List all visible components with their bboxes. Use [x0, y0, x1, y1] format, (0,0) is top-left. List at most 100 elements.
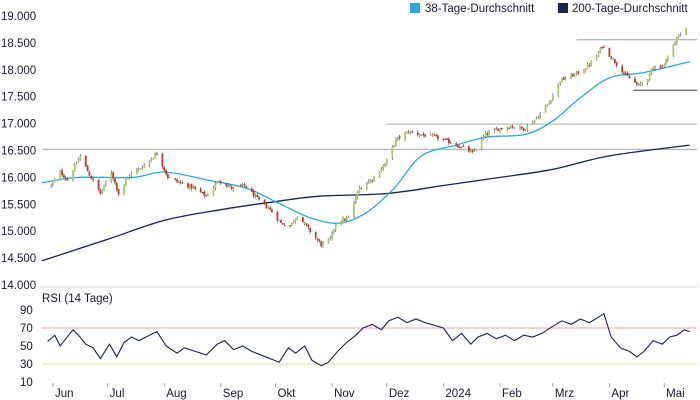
- x-tick-label: 2024: [445, 388, 471, 400]
- candle-body: [411, 131, 414, 133]
- x-tick-label: Aug: [166, 388, 186, 400]
- x-tick-label: Sep: [223, 388, 243, 400]
- candle-body: [267, 208, 270, 210]
- candle-body: [168, 177, 171, 179]
- candle-body: [661, 66, 664, 68]
- price-tick-label: 14.500: [1, 253, 36, 265]
- candle-body: [429, 134, 432, 136]
- candle-body: [535, 118, 538, 120]
- candle-body: [652, 67, 655, 70]
- candle-body: [130, 172, 133, 176]
- candle-body: [97, 179, 100, 190]
- candle-body: [570, 74, 572, 79]
- candle-body: [250, 188, 253, 192]
- candle-body: [207, 195, 209, 196]
- candle-body: [685, 29, 687, 35]
- candle-body: [123, 184, 125, 195]
- candle-body: [548, 102, 551, 105]
- candle-body: [628, 76, 631, 79]
- candle-body: [52, 182, 54, 185]
- candle-body: [75, 163, 78, 164]
- legend-swatch-ma200: [558, 3, 568, 13]
- candle-body: [265, 204, 268, 208]
- candle-body: [391, 146, 394, 159]
- candle-body: [77, 159, 80, 163]
- candle-body: [105, 182, 107, 185]
- candle-body: [205, 195, 208, 197]
- candle-body: [292, 221, 295, 223]
- candle-body: [520, 126, 523, 129]
- candle-body: [384, 163, 386, 167]
- candle-body: [92, 178, 94, 180]
- price-tick-label: 18.000: [1, 65, 36, 77]
- candle-body: [420, 134, 423, 136]
- candle-body: [475, 148, 478, 151]
- candle-body: [482, 136, 485, 139]
- candle-body: [559, 81, 562, 84]
- ma200-line: [41, 144, 690, 262]
- candle-body: [342, 218, 344, 223]
- x-tick-label: Apr: [611, 388, 629, 400]
- candle-body: [154, 153, 156, 158]
- candle-body: [88, 171, 91, 176]
- candle-body: [418, 135, 421, 136]
- candle-body: [677, 35, 680, 38]
- candle-body: [254, 195, 257, 197]
- candle-body: [365, 183, 368, 189]
- candle-body: [73, 164, 76, 172]
- candle-body: [533, 119, 536, 123]
- candle-body: [115, 182, 118, 190]
- candle-body: [495, 128, 498, 130]
- candle-body: [486, 133, 489, 135]
- candle-body: [66, 179, 69, 181]
- candle-body: [488, 131, 490, 135]
- candle-body: [448, 139, 450, 144]
- candle-body: [291, 222, 293, 227]
- candle-body: [396, 137, 399, 139]
- candle-body: [510, 126, 512, 129]
- candle-body: [663, 65, 666, 67]
- candle-body: [650, 69, 653, 74]
- candle-body: [460, 146, 463, 148]
- legend-swatch-ma38: [410, 3, 420, 13]
- price-tick-label: 15.000: [1, 226, 36, 238]
- candle-body: [316, 238, 319, 240]
- candle-body: [437, 135, 439, 139]
- candle-body: [679, 33, 682, 35]
- candle-body: [360, 188, 363, 190]
- candle-body: [442, 139, 445, 140]
- candle-body: [614, 59, 616, 63]
- price-tick-label: 14.000: [1, 280, 36, 292]
- candle-body: [358, 187, 361, 193]
- candle-body: [577, 71, 580, 74]
- candle-body: [314, 232, 317, 238]
- candle-body: [583, 71, 585, 74]
- candle-body: [624, 72, 627, 74]
- price-tick-label: 18.500: [1, 38, 36, 50]
- candle-body: [433, 134, 436, 136]
- candle-body: [114, 178, 116, 183]
- legend-label-ma38: 38-Tage-Durchschnitt: [425, 3, 535, 15]
- candle-body: [367, 181, 370, 185]
- x-tick-label: Feb: [502, 388, 522, 400]
- price-tick-label: 19.000: [1, 11, 36, 23]
- candle-body: [562, 77, 565, 80]
- candle-body: [320, 241, 323, 246]
- candle-body: [557, 83, 560, 96]
- candle-body: [117, 189, 120, 195]
- candle-body: [252, 191, 255, 197]
- legend-label-ma200: 200-Tage-Durchschnitt: [572, 3, 689, 15]
- candle-body: [238, 185, 240, 187]
- price-y-axis: 19.000 18.500 18.000 17.500 17.000 16.500 16.0…: [1, 11, 36, 292]
- candle-body: [258, 197, 260, 200]
- candle-body: [72, 171, 74, 181]
- candle-body: [103, 184, 105, 190]
- price-tick-label: 17.000: [1, 119, 36, 131]
- candle-body: [462, 145, 465, 147]
- rsi-title: RSI (14 Tage): [42, 293, 113, 305]
- candle-body: [382, 165, 385, 170]
- candle-body: [353, 202, 355, 218]
- candle-body: [347, 217, 350, 218]
- rsi-tick-label: 50: [20, 341, 33, 353]
